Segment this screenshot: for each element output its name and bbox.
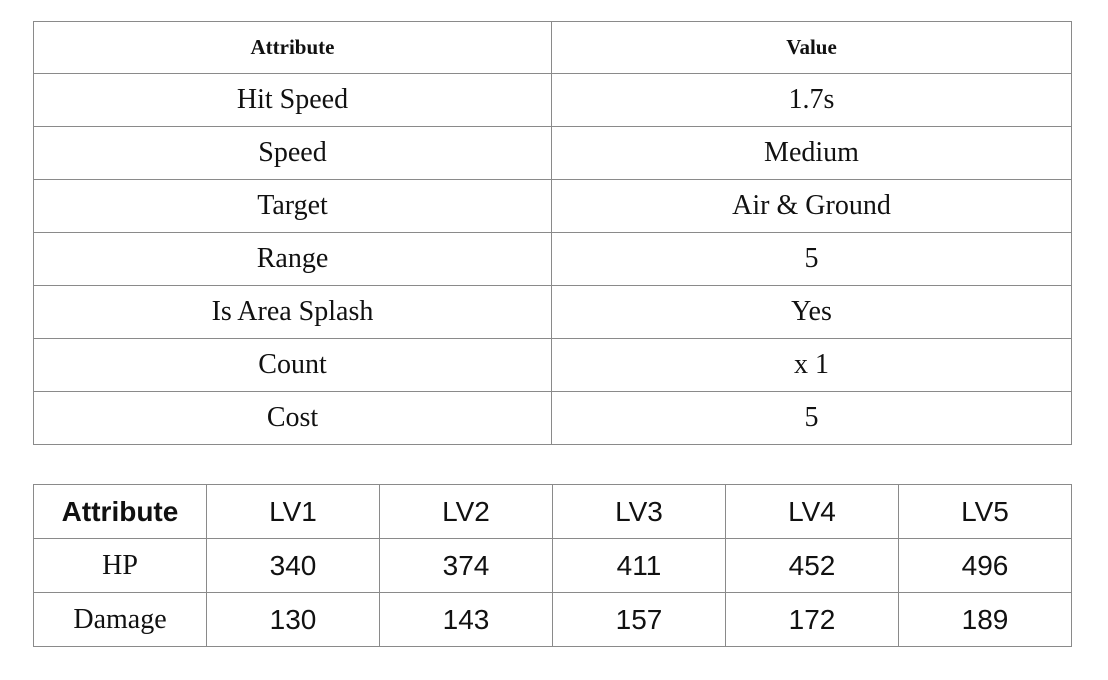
value-cell: 374 — [379, 538, 553, 593]
value-cell: Air & Ground — [551, 179, 1072, 233]
value-cell: 340 — [206, 538, 380, 593]
value-cell: 5 — [551, 391, 1072, 445]
column-header-lv4: LV4 — [725, 484, 899, 539]
attribute-cell: Target — [33, 179, 552, 233]
table-row-hp: HP 340 374 411 452 496 — [33, 538, 1072, 593]
table-row: Range 5 — [33, 232, 1072, 286]
value-cell: Medium — [551, 126, 1072, 180]
column-header-lv5: LV5 — [898, 484, 1072, 539]
attribute-cell: Hit Speed — [33, 73, 552, 127]
value-cell: 189 — [898, 592, 1072, 647]
table-row: Speed Medium — [33, 126, 1072, 180]
column-header-lv2: LV2 — [379, 484, 553, 539]
table-row-damage: Damage 130 143 157 172 189 — [33, 592, 1072, 647]
attribute-cell: Speed — [33, 126, 552, 180]
table-row: Cost 5 — [33, 391, 1072, 445]
row-label: Damage — [33, 592, 207, 647]
value-cell: 1.7s — [551, 73, 1072, 127]
table-row: Hit Speed 1.7s — [33, 73, 1072, 127]
value-cell: x 1 — [551, 338, 1072, 392]
column-header-attribute: Attribute — [33, 21, 552, 74]
attribute-cell: Is Area Splash — [33, 285, 552, 339]
value-cell: 452 — [725, 538, 899, 593]
attribute-cell: Cost — [33, 391, 552, 445]
value-cell: 496 — [898, 538, 1072, 593]
level-stats-table: Attribute LV1 LV2 LV3 LV4 LV5 HP 340 374… — [33, 484, 1072, 647]
column-header-attribute: Attribute — [33, 484, 207, 539]
attribute-cell: Range — [33, 232, 552, 286]
attributes-table: Attribute Value Hit Speed 1.7s Speed Med… — [33, 21, 1072, 445]
value-cell: 411 — [552, 538, 726, 593]
table-header-row: Attribute Value — [33, 21, 1072, 74]
table-row: Target Air & Ground — [33, 179, 1072, 233]
value-cell: 143 — [379, 592, 553, 647]
column-header-lv3: LV3 — [552, 484, 726, 539]
column-header-lv1: LV1 — [206, 484, 380, 539]
value-cell: 130 — [206, 592, 380, 647]
value-cell: 157 — [552, 592, 726, 647]
table-row: Is Area Splash Yes — [33, 285, 1072, 339]
value-cell: 5 — [551, 232, 1072, 286]
table-header-row: Attribute LV1 LV2 LV3 LV4 LV5 — [33, 484, 1072, 539]
table-row: Count x 1 — [33, 338, 1072, 392]
value-cell: Yes — [551, 285, 1072, 339]
attribute-cell: Count — [33, 338, 552, 392]
column-header-value: Value — [551, 21, 1072, 74]
row-label: HP — [33, 538, 207, 593]
value-cell: 172 — [725, 592, 899, 647]
